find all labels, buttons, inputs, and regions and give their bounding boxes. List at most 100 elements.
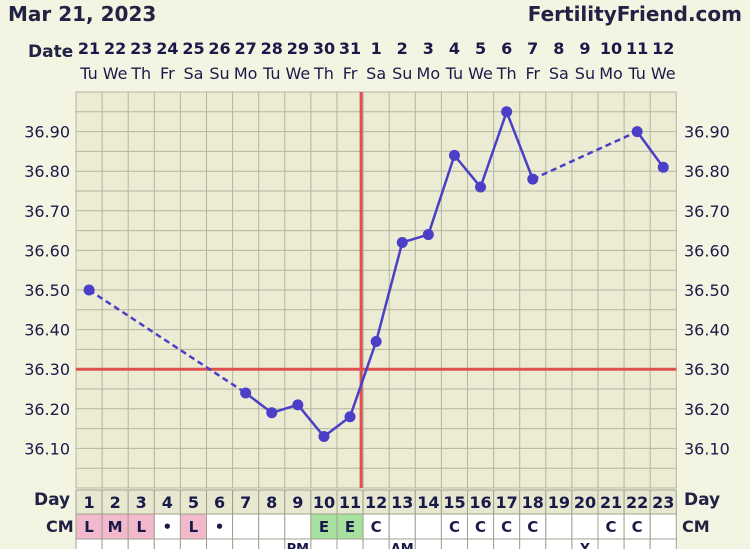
cycle-day-label: 8	[266, 493, 277, 512]
extra-cell	[258, 538, 286, 549]
extra-cell	[101, 538, 129, 549]
temperature-point	[370, 335, 382, 347]
temperature-point	[240, 387, 252, 399]
cm-value: L	[84, 518, 94, 536]
extra-cell	[206, 538, 234, 549]
cm-cell	[493, 513, 521, 540]
cm-cell	[101, 513, 129, 540]
cycle-day-label: 7	[240, 493, 251, 512]
y-tick-label-left: 36.50	[24, 281, 70, 300]
extra-row-value: PM	[287, 542, 309, 549]
y-tick-label-right: 36.80	[684, 162, 730, 181]
temperature-segment	[296, 404, 325, 438]
temperature-point	[657, 161, 669, 173]
extra-cell	[127, 538, 155, 549]
extra-cell	[519, 538, 547, 549]
cycle-day-label: 21	[600, 493, 622, 512]
cycle-day-label: 11	[339, 493, 361, 512]
weekday-label: Fr	[525, 64, 540, 83]
cm-cell	[388, 513, 416, 540]
cm-cell	[153, 513, 181, 540]
y-tick-label-left: 36.10	[24, 439, 70, 458]
weekday-label: Mo	[599, 64, 623, 83]
temperature-point	[527, 173, 539, 185]
cycle-day-label: 19	[548, 493, 570, 512]
temperature-segment	[479, 111, 508, 188]
cm-cell	[545, 513, 573, 540]
cycle-day-label: 14	[417, 493, 439, 512]
cycle-day-label: 18	[522, 493, 544, 512]
chart-date-header: Mar 21, 2023	[8, 2, 156, 26]
day-cell	[414, 489, 442, 515]
weekday-label: Tu	[445, 64, 463, 83]
date-label: 6	[501, 39, 512, 58]
day-cell	[440, 489, 468, 515]
day-cell	[571, 489, 599, 515]
cm-value: •	[163, 518, 173, 536]
cm-value: C	[475, 518, 486, 536]
date-label: 5	[475, 39, 486, 58]
cycle-day-label: 20	[574, 493, 596, 512]
weekday-label: We	[103, 64, 128, 83]
cycle-day-label: 23	[652, 493, 674, 512]
y-tick-label-left: 36.80	[24, 162, 70, 181]
temperature-segment	[453, 154, 482, 188]
cycle-day-label: 1	[83, 493, 94, 512]
weekday-label: Tu	[627, 64, 645, 83]
extra-row-value: AM	[391, 542, 414, 549]
weekday-label: Su	[392, 64, 412, 83]
cm-value: C	[632, 518, 643, 536]
y-tick-label-right: 36.20	[684, 400, 730, 419]
extra-cell	[414, 538, 442, 549]
day-cell	[310, 489, 338, 515]
weekday-label: Tu	[262, 64, 280, 83]
date-label: 21	[78, 39, 100, 58]
cycle-day-label: 9	[292, 493, 303, 512]
extra-cell	[153, 538, 181, 549]
cm-cell	[310, 513, 338, 540]
extra-row-value: Y	[579, 542, 590, 549]
cm-value: E	[345, 518, 355, 536]
cm-value: L	[189, 518, 199, 536]
extra-cell	[336, 538, 364, 549]
date-label: 2	[397, 39, 408, 58]
date-label: 8	[553, 39, 564, 58]
temperature-point	[318, 431, 330, 443]
temperature-segment	[88, 288, 247, 395]
date-row-label: Date	[28, 42, 73, 62]
weekday-label: We	[468, 64, 493, 83]
date-label: 24	[156, 39, 178, 58]
cm-cell	[649, 513, 677, 540]
cm-value: E	[319, 518, 329, 536]
temperature-point	[266, 407, 278, 419]
temperature-point	[448, 149, 460, 161]
date-label: 11	[626, 39, 648, 58]
y-tick-label-left: 36.60	[24, 241, 70, 260]
temperature-point	[631, 126, 643, 138]
weekday-label: Su	[209, 64, 229, 83]
day-cell	[284, 489, 312, 515]
cm-cell	[336, 513, 364, 540]
date-label: 27	[235, 39, 257, 58]
temperature-segment	[532, 130, 638, 181]
cycle-day-label: 12	[365, 493, 387, 512]
day-cell	[206, 489, 234, 515]
cm-row-label: CM	[46, 517, 74, 536]
cm-row-label-right: CM	[682, 517, 710, 536]
cm-cell	[284, 513, 312, 540]
y-tick-label-right: 36.50	[684, 281, 730, 300]
cycle-day-label: 10	[313, 493, 335, 512]
weekday-label: We	[285, 64, 310, 83]
date-label: 23	[130, 39, 152, 58]
cm-cell	[232, 513, 260, 540]
temperature-point	[422, 229, 434, 241]
weekday-label: Th	[130, 64, 151, 83]
temperature-segment	[505, 111, 534, 180]
cm-cell	[414, 513, 442, 540]
temperature-point	[475, 181, 487, 193]
temperature-segment	[374, 242, 404, 342]
cm-cell	[179, 513, 207, 540]
weekday-label: Fr	[160, 64, 175, 83]
cm-value: M	[108, 518, 123, 536]
